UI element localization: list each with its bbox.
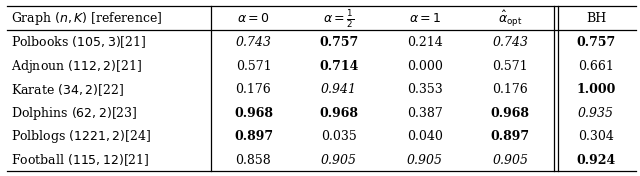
Text: Polbooks $(105, 3)$[21]: Polbooks $(105, 3)$[21] (11, 35, 147, 50)
Text: 0.757: 0.757 (319, 36, 358, 49)
Text: Dolphins $(62, 2)$[23]: Dolphins $(62, 2)$[23] (11, 105, 138, 122)
Text: 0.968: 0.968 (319, 107, 358, 120)
Text: 0.858: 0.858 (236, 154, 271, 167)
Text: $\alpha = 1$: $\alpha = 1$ (408, 12, 441, 25)
Text: 0.743: 0.743 (236, 36, 271, 49)
Text: 0.743: 0.743 (492, 36, 528, 49)
Text: 0.897: 0.897 (234, 130, 273, 143)
Text: Football $(115, 12)$[21]: Football $(115, 12)$[21] (11, 153, 150, 168)
Text: Graph $(n, K)$ [reference]: Graph $(n, K)$ [reference] (11, 10, 163, 27)
Text: 1.000: 1.000 (576, 83, 616, 96)
Text: 0.176: 0.176 (492, 83, 528, 96)
Text: 0.571: 0.571 (493, 60, 528, 73)
Text: 0.353: 0.353 (407, 83, 443, 96)
Text: 0.924: 0.924 (576, 154, 616, 167)
Text: 0.000: 0.000 (407, 60, 443, 73)
Text: 0.897: 0.897 (491, 130, 530, 143)
Text: 0.941: 0.941 (321, 83, 357, 96)
Text: Polblogs $(1221, 2)$[24]: Polblogs $(1221, 2)$[24] (11, 128, 151, 145)
Text: 0.905: 0.905 (492, 154, 528, 167)
Text: 0.905: 0.905 (321, 154, 357, 167)
Text: 0.905: 0.905 (406, 154, 443, 167)
Text: 0.571: 0.571 (236, 60, 271, 73)
Text: 0.714: 0.714 (319, 60, 359, 73)
Text: $\alpha = \frac{1}{2}$: $\alpha = \frac{1}{2}$ (323, 8, 355, 30)
Text: 0.935: 0.935 (578, 107, 614, 120)
Text: 0.661: 0.661 (578, 60, 614, 73)
Text: 0.757: 0.757 (576, 36, 616, 49)
Text: $\hat{\alpha}_{\mathrm{opt}}$: $\hat{\alpha}_{\mathrm{opt}}$ (498, 9, 522, 29)
Text: Karate $(34, 2)$[22]: Karate $(34, 2)$[22] (11, 82, 124, 98)
Text: 0.035: 0.035 (321, 130, 357, 143)
Text: $\alpha = 0$: $\alpha = 0$ (237, 12, 270, 25)
Text: 0.968: 0.968 (234, 107, 273, 120)
Text: 0.387: 0.387 (407, 107, 443, 120)
Text: 0.304: 0.304 (578, 130, 614, 143)
Text: 0.040: 0.040 (407, 130, 443, 143)
Text: 0.214: 0.214 (407, 36, 443, 49)
Text: BH: BH (586, 12, 606, 25)
Text: 0.176: 0.176 (236, 83, 271, 96)
Text: 0.968: 0.968 (491, 107, 530, 120)
Text: Adjnoun $(112, 2)$[21]: Adjnoun $(112, 2)$[21] (11, 58, 142, 75)
